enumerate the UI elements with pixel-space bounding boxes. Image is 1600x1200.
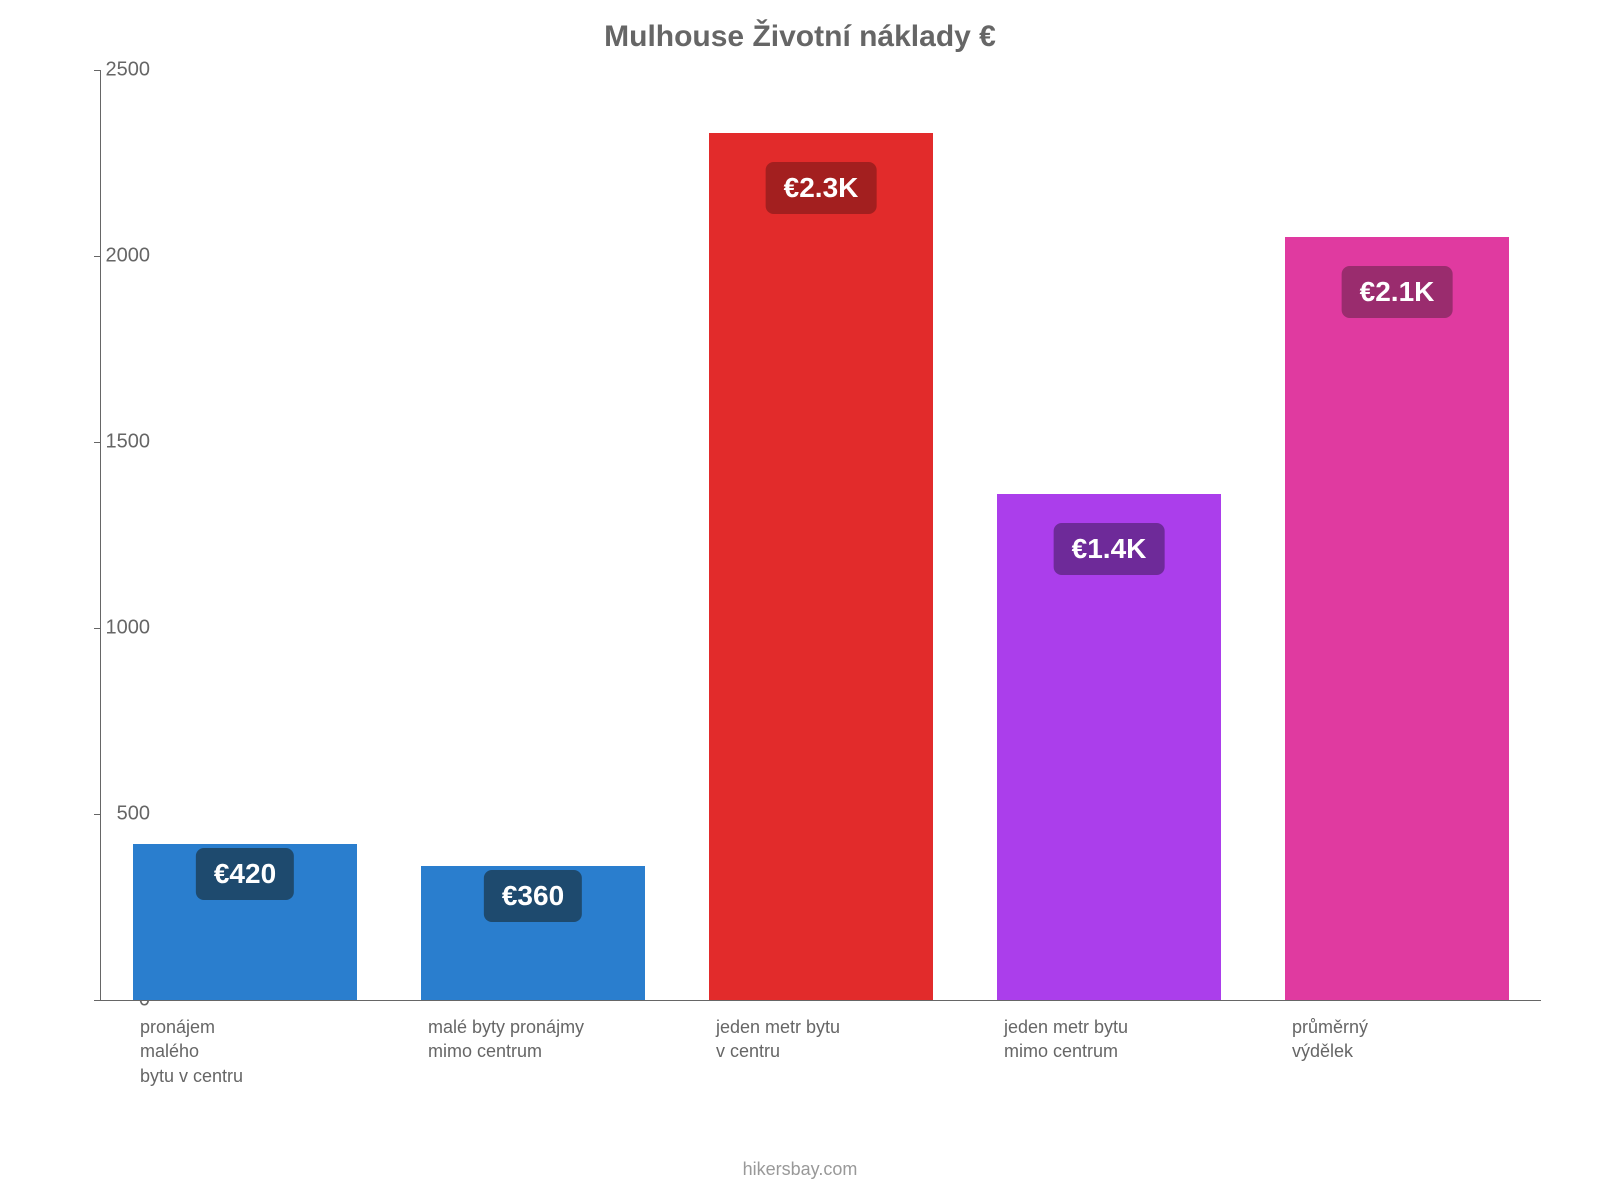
xlabel: jeden metr bytu v centru: [716, 1015, 976, 1064]
xlabel: pronájem malého bytu v centru: [140, 1015, 400, 1088]
plot-area: €420 €360 €2.3K €1.4K €2.1K: [100, 70, 1541, 1001]
bar: [709, 133, 934, 1000]
value-badge: €420: [196, 848, 294, 900]
xlabel: malé byty pronájmy mimo centrum: [428, 1015, 688, 1064]
bar: [1285, 237, 1510, 1000]
chart-footer: hikersbay.com: [0, 1159, 1600, 1180]
value-badge: €2.3K: [766, 162, 877, 214]
value-badge: €2.1K: [1342, 266, 1453, 318]
value-badge: €1.4K: [1054, 523, 1165, 575]
value-badge: €360: [484, 870, 582, 922]
xlabel: jeden metr bytu mimo centrum: [1004, 1015, 1264, 1064]
chart-title: Mulhouse Životní náklady €: [0, 20, 1600, 54]
xlabel: průměrný výdělek: [1292, 1015, 1552, 1064]
cost-of-living-chart: Mulhouse Životní náklady € 0 500 1000 15…: [0, 0, 1600, 1200]
